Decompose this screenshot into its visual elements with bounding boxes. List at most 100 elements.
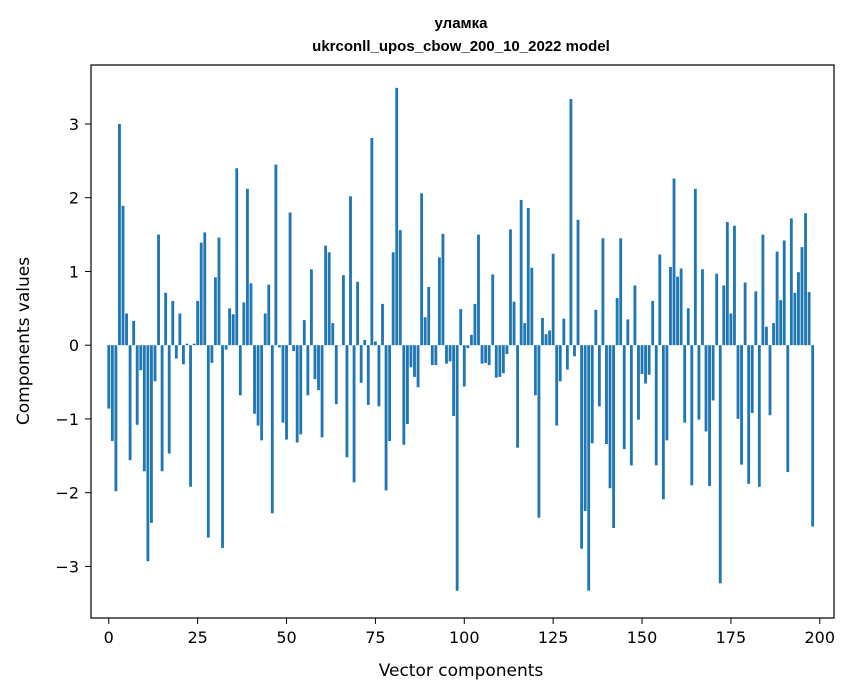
bar <box>167 345 171 454</box>
bar <box>629 345 633 466</box>
bar <box>743 282 747 346</box>
bar <box>562 318 566 346</box>
chart-title: уламка <box>435 15 489 32</box>
bar <box>445 345 448 364</box>
x-tick-label: 100 <box>449 628 480 647</box>
y-axis-label: Components values <box>14 257 34 425</box>
bar <box>647 345 651 375</box>
bar <box>235 168 239 346</box>
bar <box>299 345 303 435</box>
bar <box>587 345 591 591</box>
bar <box>452 345 456 416</box>
bar <box>448 345 452 362</box>
bar <box>178 313 182 346</box>
bar <box>491 274 495 346</box>
x-tick-label: 0 <box>104 628 114 647</box>
bar <box>480 345 484 364</box>
bar <box>704 345 708 432</box>
bar <box>228 308 232 346</box>
bar <box>779 300 783 346</box>
bar <box>224 345 228 350</box>
bar <box>427 286 431 346</box>
bar <box>373 341 377 346</box>
bar <box>135 345 139 425</box>
bar <box>455 345 459 591</box>
bar <box>789 218 793 346</box>
bar <box>533 345 537 396</box>
bar <box>391 252 395 346</box>
bar <box>256 345 260 426</box>
bar <box>558 345 562 382</box>
bar <box>182 345 185 365</box>
bar <box>142 345 146 472</box>
bar <box>537 345 541 518</box>
bar <box>750 345 754 414</box>
bar <box>270 345 274 514</box>
x-tick-label: 25 <box>187 628 207 647</box>
bar <box>708 345 711 487</box>
bar <box>807 292 811 346</box>
bar <box>363 340 367 346</box>
x-tick-label: 175 <box>716 628 747 647</box>
bar <box>775 251 779 346</box>
bar <box>786 345 790 473</box>
bar <box>693 188 697 346</box>
bar <box>565 345 569 370</box>
bar <box>541 317 544 346</box>
bar <box>473 303 477 346</box>
y-tick-label: −1 <box>55 410 79 429</box>
bar <box>477 234 480 346</box>
bar <box>697 345 701 420</box>
bar <box>260 345 264 441</box>
bar <box>128 345 132 461</box>
bar <box>580 345 584 549</box>
bar <box>548 330 552 346</box>
x-tick-label: 75 <box>365 628 385 647</box>
bar <box>150 345 153 523</box>
bar <box>665 345 669 441</box>
bar <box>246 188 249 346</box>
bar <box>384 345 388 491</box>
bar <box>761 234 765 346</box>
bar <box>110 345 114 442</box>
bar <box>306 345 310 396</box>
bar <box>249 283 253 346</box>
bar <box>466 345 470 349</box>
bar <box>302 320 306 346</box>
bar <box>317 345 320 391</box>
bar <box>733 225 736 346</box>
bar <box>722 285 726 346</box>
bar <box>679 268 683 346</box>
bar <box>576 219 580 346</box>
chart-subtitle: ukrconll_upos_cbow_200_10_2022 model <box>312 38 610 55</box>
bar <box>768 345 772 416</box>
y-tick-label: 1 <box>69 262 79 281</box>
bar <box>171 300 175 346</box>
bar <box>398 230 402 346</box>
bar <box>420 193 424 346</box>
bar <box>203 232 207 346</box>
bar <box>327 252 331 346</box>
bar <box>157 234 160 346</box>
bar <box>612 345 616 529</box>
bar <box>797 272 800 346</box>
bar <box>661 345 665 500</box>
bar <box>192 343 196 346</box>
bar <box>683 345 687 423</box>
y-tick-label: −2 <box>55 484 79 503</box>
bar <box>413 345 416 377</box>
bar <box>405 345 409 425</box>
bar <box>590 345 594 444</box>
bar <box>462 345 466 387</box>
bar <box>690 345 694 486</box>
bar <box>345 345 349 458</box>
bar <box>313 345 317 380</box>
bar <box>146 345 150 562</box>
bar <box>555 345 559 426</box>
bar <box>765 326 768 346</box>
bar <box>199 242 203 346</box>
bar <box>295 345 299 443</box>
bar <box>292 345 296 352</box>
bar <box>505 345 509 355</box>
